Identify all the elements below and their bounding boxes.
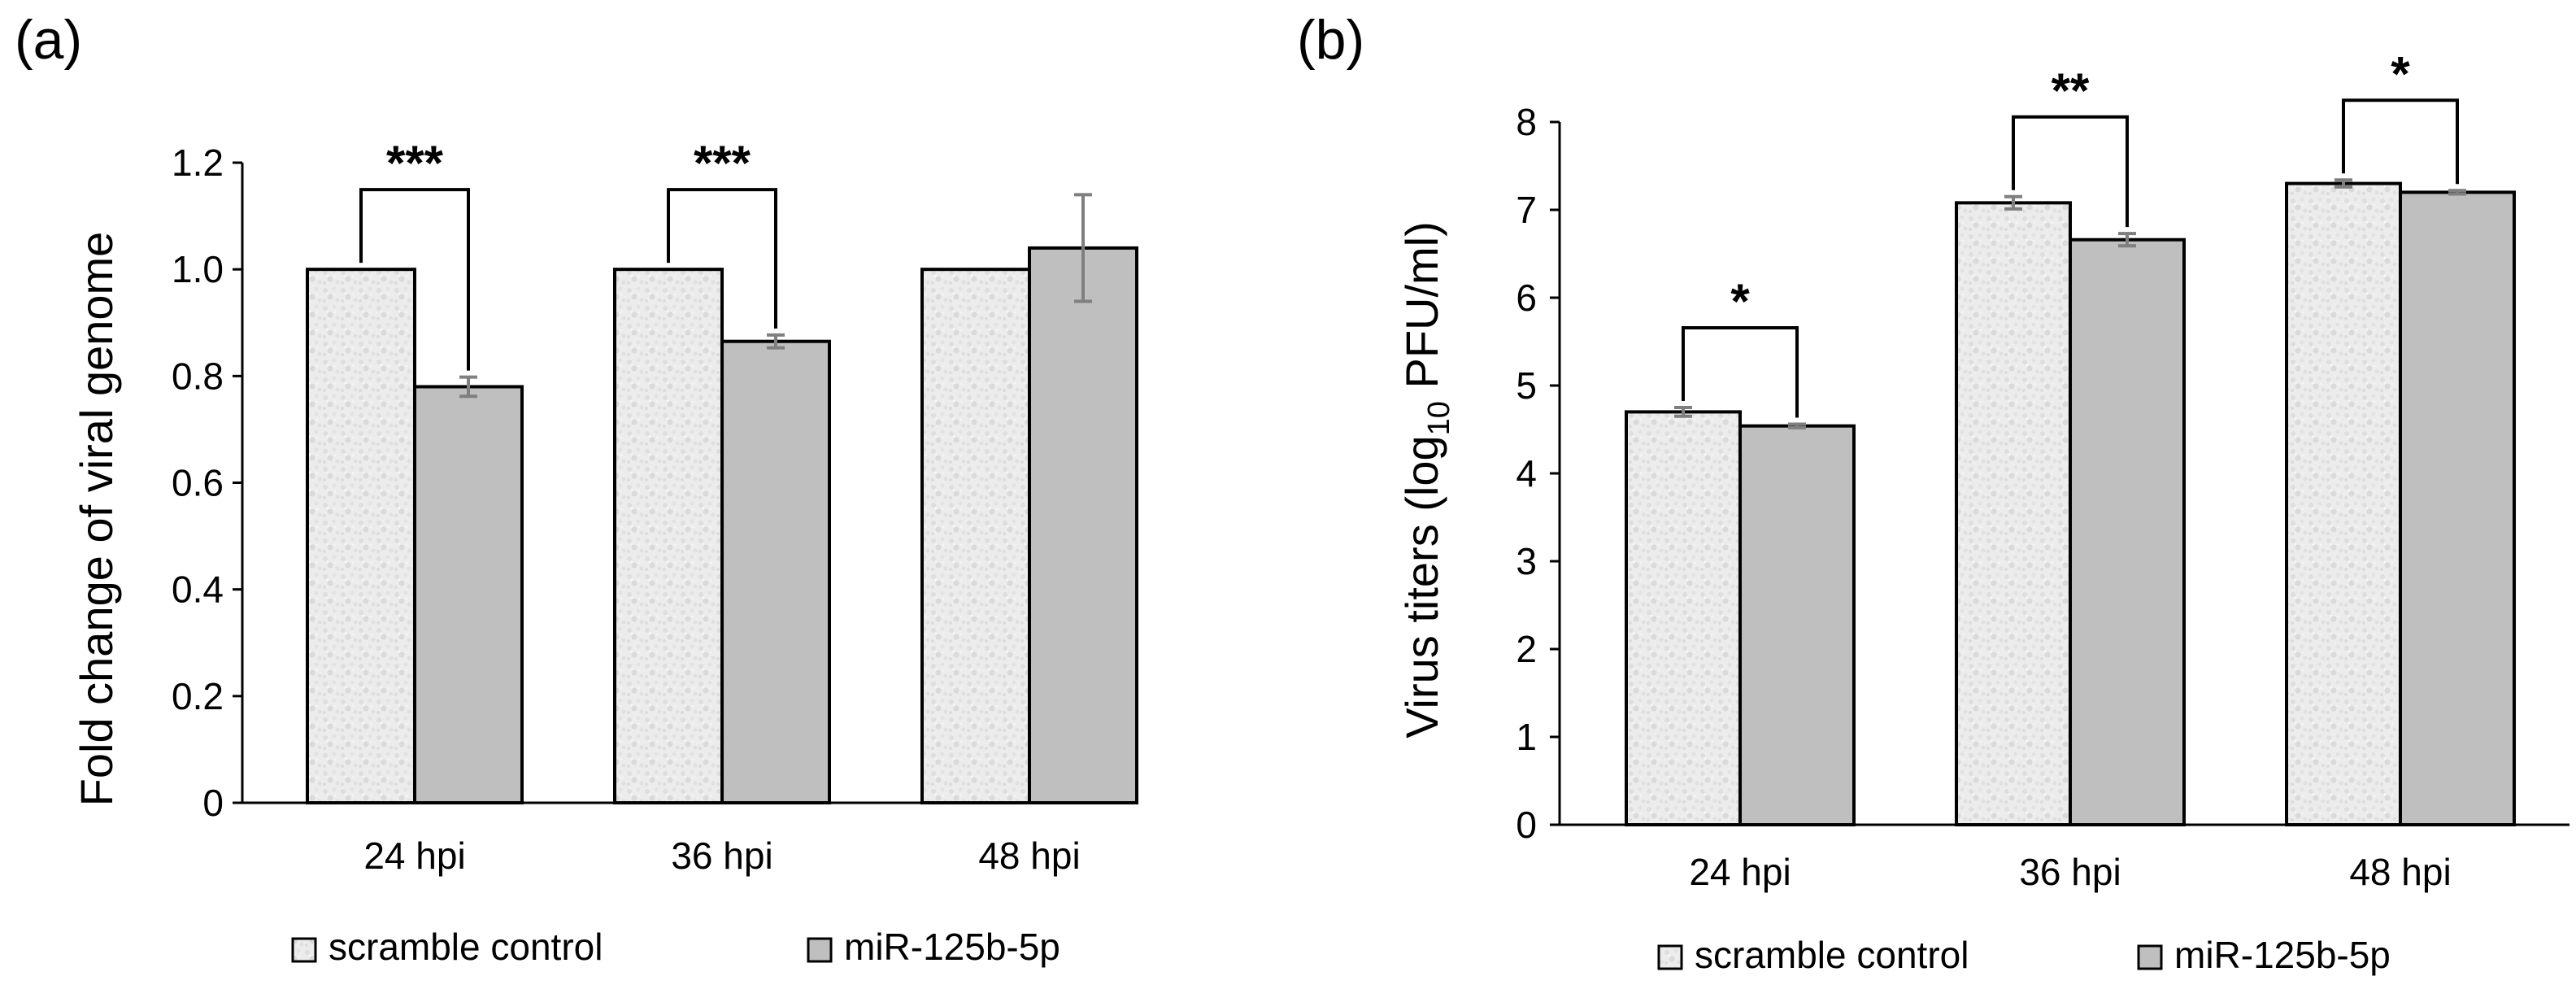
panel-a: (a) 0 0.2 0.4 0.6 0.8 1.0 1.2 24 hpi *** 36 hpi **…	[15, 9, 1138, 968]
y-tick-label-b: 0	[1516, 804, 1537, 846]
significance-bracket-b	[1682, 326, 1799, 418]
legend-label-scramble-control-b: scramble control	[1695, 934, 1969, 976]
x-tick-label-a: 48 hpi	[978, 835, 1080, 877]
bar-scramble-control-b	[1955, 201, 2072, 827]
y-tick-label-a: 0.6	[172, 462, 224, 504]
x-tick-label-a: 36 hpi	[671, 835, 772, 877]
y-tick-label-b: 7	[1516, 189, 1537, 231]
y-tick-label-a: 0.8	[172, 355, 224, 397]
legend-label-scramble-control-a: scramble control	[329, 926, 603, 968]
significance-marker-a: ***	[694, 136, 751, 190]
y-tick-label-b: 4	[1516, 452, 1537, 495]
bar-scramble-control-a	[613, 268, 724, 804]
bar-mir-125b-5p-a	[413, 385, 524, 804]
legend-swatch-mir-125b-5p-b	[2137, 944, 2163, 970]
y-tick-label-b: 3	[1516, 540, 1537, 582]
legend-label-mir-125b-5p-b: miR-125b-5p	[2174, 934, 2391, 976]
x-tick-label-b: 24 hpi	[1689, 851, 1791, 893]
significance-marker-b: **	[2052, 63, 2090, 118]
y-axis-title-b-pre: Virus titers (log	[1396, 435, 1447, 738]
legend-b: scramble control miR-125b-5p	[1657, 934, 2391, 976]
bar-mir-125b-5p-b	[2399, 190, 2516, 826]
y-tick-label-a: 0.4	[172, 569, 224, 611]
y-axis-title-b-sub: 10	[1422, 401, 1456, 435]
bar-scramble-control-b	[2285, 181, 2402, 827]
bar-scramble-control-a	[920, 268, 1031, 804]
y-tick-label-a: 1.2	[172, 142, 224, 184]
significance-bracket-a	[359, 188, 470, 371]
bar-mir-125b-5p-b	[1738, 424, 1856, 826]
significance-marker-b: *	[2391, 46, 2410, 101]
legend-label-mir-125b-5p-a: miR-125b-5p	[844, 926, 1060, 968]
y-tick-label-b: 6	[1516, 277, 1537, 319]
panel-b: (b) 0 1 2 3 4 5 6 7 8 24 hpi * 36 hpi ** 48 hpi * Viru…	[1297, 9, 2569, 976]
y-tick-label-b: 5	[1516, 364, 1537, 407]
y-tick-label-a: 1.0	[172, 248, 224, 290]
y-axis-title-a: Fold change of viral genome	[71, 232, 122, 807]
legend-swatch-mir-125b-5p-a	[807, 937, 833, 963]
significance-bracket-a	[667, 188, 777, 329]
y-tick-label-b: 2	[1516, 628, 1537, 670]
significance-marker-b: *	[1730, 274, 1750, 329]
panel-a-plot: 0 0.2 0.4 0.6 0.8 1.0 1.2 24 hpi *** 36 hpi *** 48 …	[172, 136, 1138, 877]
panel-label-b: (b)	[1297, 9, 1364, 71]
bar-mir-125b-5p-a	[1028, 246, 1138, 804]
bar-scramble-control-a	[306, 268, 416, 804]
bar-mir-125b-5p-b	[2069, 238, 2186, 827]
x-tick-label-a: 24 hpi	[363, 835, 465, 877]
legend-swatch-scramble-control-a	[291, 937, 317, 963]
panel-b-plot: 0 1 2 3 4 5 6 7 8 24 hpi * 36 hpi ** 48 hpi *	[1516, 46, 2569, 893]
significance-bracket-b	[2012, 115, 2129, 228]
significance-marker-a: ***	[386, 136, 444, 190]
y-tick-label-a: 0	[202, 782, 224, 824]
bar-mir-125b-5p-a	[720, 339, 831, 804]
legend-swatch-scramble-control-b	[1657, 944, 1683, 970]
legend-a: scramble control miR-125b-5p	[291, 926, 1060, 968]
y-axis-title-b: Virus titers (log10 PFU/ml)	[1396, 221, 1456, 739]
panel-label-a: (a)	[15, 9, 82, 71]
significance-bracket-b	[2342, 98, 2459, 185]
x-tick-label-b: 48 hpi	[2349, 851, 2451, 893]
y-tick-label-a: 0.2	[172, 675, 224, 717]
y-axis-title-b-post: PFU/ml)	[1396, 221, 1447, 401]
bar-scramble-control-b	[1625, 410, 1742, 826]
y-tick-label-b: 8	[1516, 101, 1537, 143]
y-tick-label-b: 1	[1516, 716, 1537, 758]
x-tick-label-b: 36 hpi	[2019, 851, 2121, 893]
